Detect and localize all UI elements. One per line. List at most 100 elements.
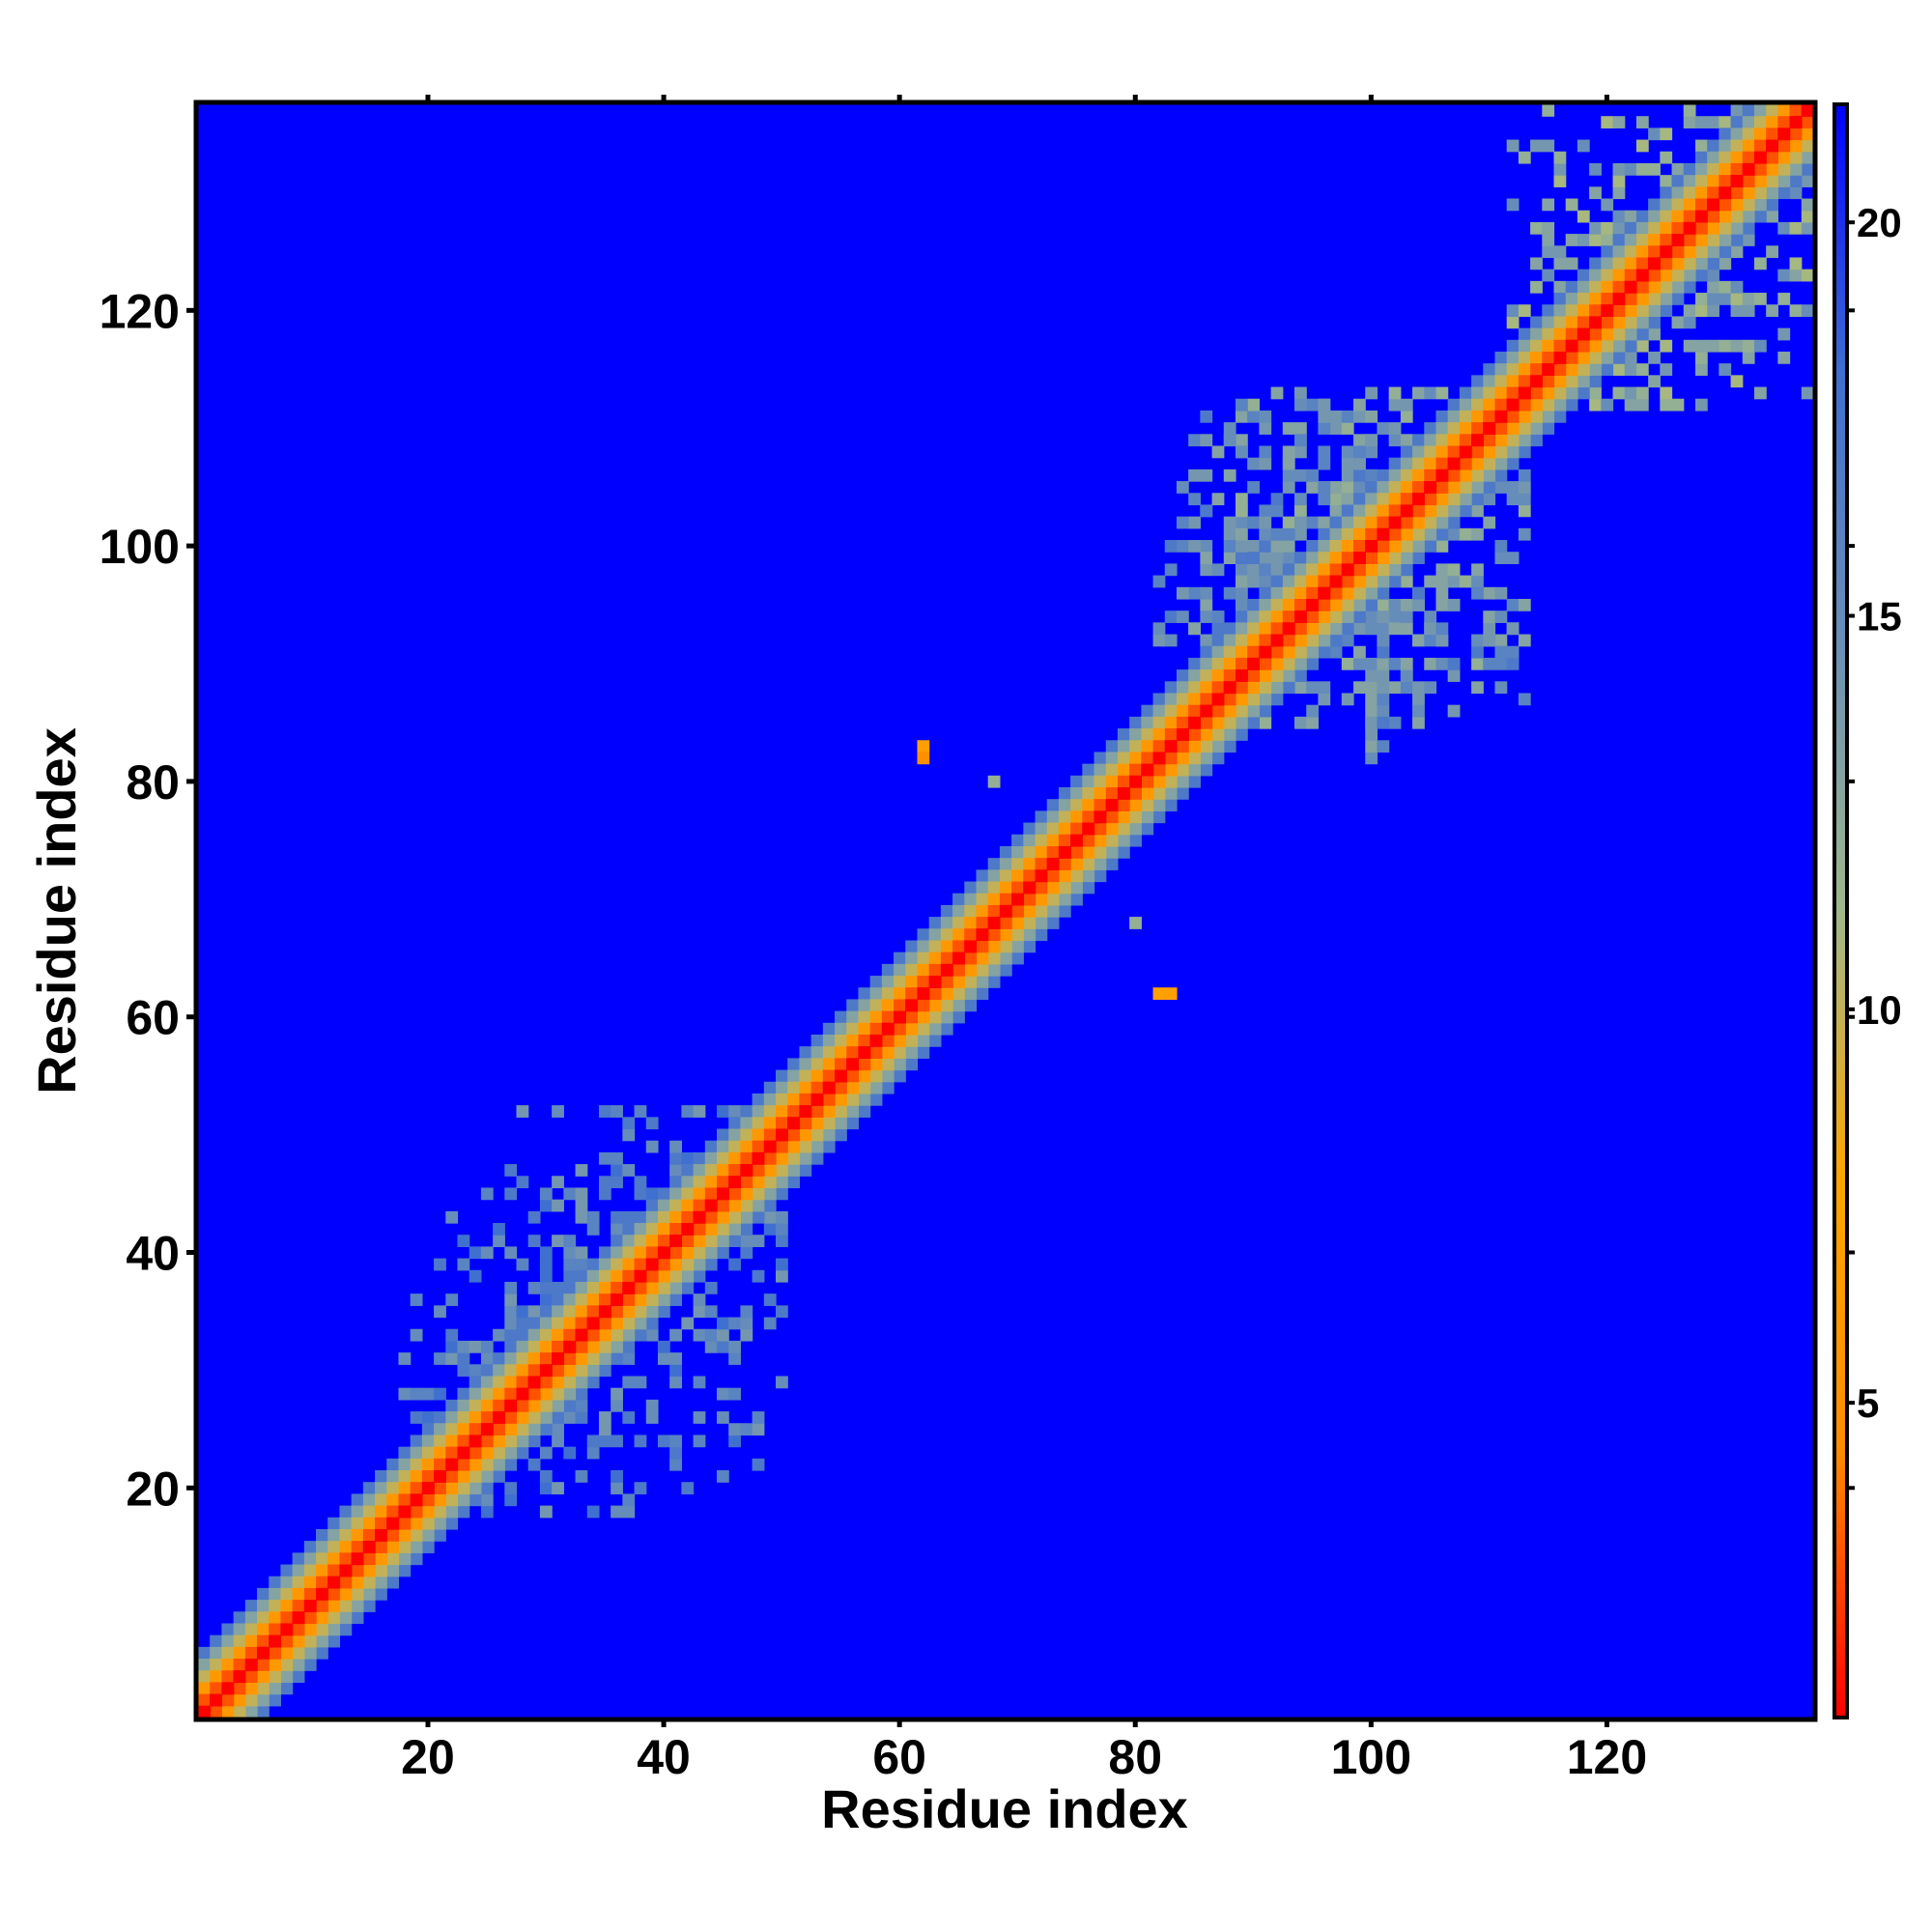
diagonal-band-cell	[1730, 186, 1744, 200]
diagonal-band-cell	[1129, 716, 1142, 729]
diagonal-band-cell	[1141, 728, 1154, 741]
heatmap-cell	[1235, 504, 1248, 518]
diagonal-band-cell	[964, 904, 978, 918]
heatmap-cell	[1200, 586, 1213, 600]
diagonal-band-cell	[198, 1659, 211, 1671]
diagonal-band-cell	[303, 1576, 317, 1589]
diagonal-band-cell	[881, 1058, 895, 1071]
diagonal-band-cell	[657, 1187, 670, 1201]
diagonal-band-cell	[598, 1269, 611, 1283]
diagonal-band-cell	[1070, 834, 1083, 847]
diagonal-band-cell	[1506, 375, 1520, 388]
heatmap-cell	[1624, 210, 1637, 223]
diagonal-band-cell	[810, 1046, 824, 1059]
diagonal-band-cell	[598, 1352, 611, 1365]
diagonal-band-cell	[940, 976, 953, 988]
diagonal-band-cell	[835, 1105, 847, 1118]
diagonal-band-cell	[586, 1305, 600, 1319]
diagonal-band-cell	[1377, 469, 1390, 482]
diagonal-band-cell	[976, 881, 989, 895]
diagonal-band-cell	[1094, 799, 1107, 811]
diagonal-band-cell	[1530, 410, 1543, 423]
diagonal-band-cell	[1023, 904, 1037, 918]
diagonal-band-cell	[858, 1081, 871, 1094]
heatmap-cell	[493, 1328, 505, 1342]
diagonal-band-cell	[327, 1564, 341, 1577]
x-axis-title: Residue index	[821, 1778, 1188, 1839]
diagonal-band-cell	[1742, 151, 1755, 164]
heatmap-cell	[1377, 645, 1390, 659]
diagonal-band-cell	[1624, 304, 1637, 318]
diagonal-band-cell	[386, 1552, 400, 1566]
diagonal-band-cell	[1046, 810, 1060, 824]
diagonal-band-cell	[1235, 693, 1248, 706]
heatmap-cell	[480, 1246, 494, 1260]
diagonal-band-cell	[516, 1340, 529, 1353]
heatmap-cell	[1341, 657, 1354, 670]
heatmap-cell	[1377, 681, 1390, 695]
diagonal-band-cell	[316, 1541, 328, 1553]
heatmap-cell	[1329, 422, 1343, 435]
heatmap-cell	[1318, 693, 1331, 706]
diagonal-band-cell	[905, 1034, 919, 1047]
y-tick-label: 20	[126, 1462, 180, 1516]
diagonal-band-cell	[1542, 386, 1555, 400]
diagonal-band-cell	[527, 1423, 541, 1436]
diagonal-band-cell	[1624, 316, 1637, 329]
diagonal-band-cell	[1117, 799, 1130, 811]
diagonal-band-cell	[1046, 822, 1060, 836]
diagonal-band-cell	[1094, 858, 1107, 870]
diagonal-band-cell	[1023, 917, 1037, 929]
diagonal-band-cell	[858, 1105, 871, 1118]
diagonal-band-cell	[1365, 552, 1378, 564]
diagonal-band-cell	[1259, 681, 1272, 695]
diagonal-band-cell	[434, 1482, 446, 1494]
heatmap-cell	[1353, 622, 1366, 636]
diagonal-band-cell	[622, 1269, 636, 1283]
diagonal-band-cell	[1070, 845, 1083, 859]
diagonal-band-cell	[434, 1411, 446, 1424]
diagonal-band-cell	[398, 1470, 412, 1483]
diagonal-band-cell	[480, 1446, 494, 1460]
diagonal-band-cell	[964, 928, 978, 942]
diagonal-band-cell	[269, 1693, 282, 1707]
diagonal-band-cell	[1483, 375, 1496, 388]
heatmap-cell	[1318, 398, 1331, 412]
diagonal-band-cell	[1400, 552, 1413, 564]
diagonal-band-cell	[480, 1387, 494, 1401]
diagonal-band-cell	[1318, 540, 1331, 553]
diagonal-band-cell	[316, 1611, 328, 1625]
heatmap-cell	[1553, 162, 1567, 176]
diagonal-band-cell	[1211, 657, 1225, 670]
heatmap-cells	[198, 104, 1814, 1719]
heatmap-cell	[1506, 657, 1520, 670]
heatmap-cell	[1518, 469, 1531, 482]
heatmap-cell	[657, 1435, 670, 1448]
diagonal-band-cell	[339, 1623, 353, 1636]
diagonal-band-cell	[1388, 469, 1402, 482]
diagonal-band-cell	[1282, 575, 1295, 588]
diagonal-band-cell	[563, 1281, 577, 1294]
heatmap-cell	[1565, 257, 1578, 270]
diagonal-band-cell	[1424, 504, 1437, 518]
diagonal-band-cell	[1719, 245, 1732, 259]
diagonal-band-cell	[362, 1517, 376, 1530]
diagonal-band-cell	[799, 1069, 812, 1083]
diagonal-band-cell	[1259, 634, 1272, 647]
diagonal-band-cell	[704, 1176, 718, 1189]
diagonal-band-cell	[999, 952, 1012, 965]
heatmap-cell	[1259, 410, 1272, 423]
heatmap-cell	[1435, 622, 1449, 636]
diagonal-band-cell	[1719, 198, 1732, 212]
diagonal-band-cell	[1035, 845, 1048, 859]
heatmap-cell	[1306, 481, 1320, 494]
diagonal-band-cell	[1577, 386, 1590, 400]
diagonal-band-cell	[351, 1611, 364, 1625]
diagonal-band-cell	[1447, 516, 1461, 529]
diagonal-band-cell	[1023, 881, 1037, 895]
diagonal-band-cell	[575, 1340, 588, 1353]
heatmap-cell	[1777, 269, 1791, 282]
diagonal-band-cell	[198, 1693, 211, 1707]
diagonal-band-cell	[704, 1210, 718, 1224]
diagonal-band-cell	[480, 1411, 494, 1424]
